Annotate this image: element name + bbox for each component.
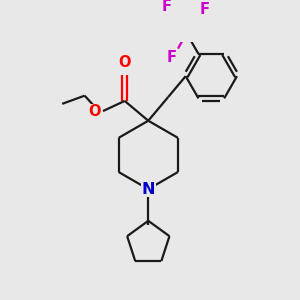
Text: F: F [162, 0, 172, 14]
Text: F: F [166, 50, 176, 65]
Text: O: O [88, 104, 100, 119]
Text: F: F [200, 2, 209, 17]
Text: O: O [118, 55, 131, 70]
Text: N: N [142, 182, 155, 196]
